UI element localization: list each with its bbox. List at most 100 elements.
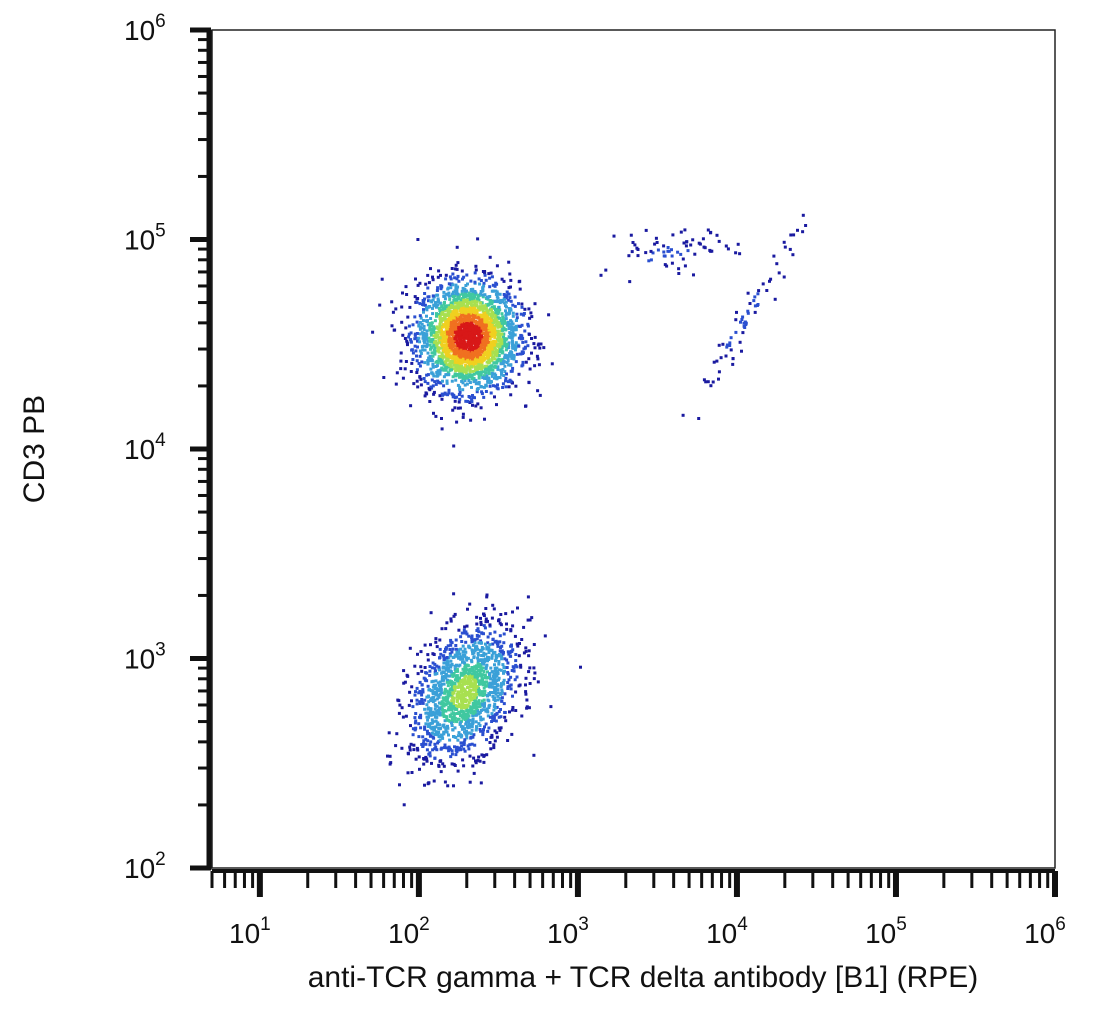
x-tick-base: 10 [865,918,896,949]
event-dot [424,282,428,286]
event-dot [493,630,497,634]
event-dot [449,617,453,621]
event-dot [415,686,419,690]
x-tick-exponent: 3 [578,914,589,935]
event-dot [490,289,494,293]
event-dot [453,372,457,376]
event-dot [509,628,513,632]
event-dot [455,692,459,696]
event-dot [649,249,653,253]
event-dot [649,258,653,262]
event-dot [488,715,492,719]
event-dot [429,643,432,647]
y-tick-exponent: 3 [155,640,166,661]
event-dot [480,360,484,364]
event-dot [481,731,485,735]
event-dot [433,742,437,746]
event-dot [501,357,505,361]
event-dot [482,385,486,389]
event-dot [490,616,494,620]
event-dot [421,690,425,694]
event-dot [478,728,482,731]
event-dot [431,735,435,739]
event-dot [804,224,808,227]
event-dot [433,690,436,694]
event-dot [471,394,474,397]
event-dot [465,334,469,338]
event-dot [457,648,461,652]
event-dot [416,297,420,300]
event-dot [458,332,462,336]
event-dot [511,624,515,628]
event-dot [398,783,401,787]
event-dot [418,364,422,368]
event-dot [448,345,452,349]
event-dot [519,663,523,667]
event-dot [426,305,430,309]
event-dot [470,377,474,381]
event-dot [490,654,494,658]
event-dot [479,329,483,333]
event-dot [423,336,427,340]
event-dot [492,743,496,747]
event-dot [485,676,489,680]
event-dot [679,252,683,256]
event-dot [449,683,453,687]
event-dot [468,297,472,301]
event-dot [423,303,427,307]
event-dot [487,370,491,374]
event-dot [486,670,489,674]
event-dot [522,651,526,655]
event-dot [470,318,474,322]
event-dot [436,275,440,279]
event-dot [731,362,735,366]
event-dot [484,324,488,328]
event-dot [491,334,495,338]
event-dot [505,627,509,631]
event-dot [490,302,494,306]
event-dot [445,746,449,750]
event-dot [448,275,452,279]
event-dot [456,323,460,327]
event-dot [470,725,474,729]
event-dot [470,400,474,404]
event-dot [500,351,504,355]
event-dot [426,684,430,688]
event-dot [443,687,447,691]
event-dot [462,334,466,338]
event-dot [466,350,470,354]
event-dot [461,415,465,419]
event-dot [466,672,470,676]
event-dot [517,344,521,348]
event-dot [425,759,429,763]
event-dot [496,343,500,347]
event-dot [473,314,477,318]
event-dot [460,706,463,710]
event-dot [472,704,475,708]
event-dot [493,300,497,303]
event-dot [432,683,436,687]
event-dot [686,249,690,253]
event-dot [725,343,729,347]
event-dot [434,679,438,683]
event-dot [451,375,455,379]
event-dot [506,687,510,690]
event-dot [402,803,406,807]
event-dot [418,767,421,771]
event-dot [454,350,458,353]
event-dot [480,318,484,322]
event-dot [744,323,748,326]
event-dot [444,360,448,363]
event-dot [499,708,502,711]
event-dot [469,288,473,292]
event-dot [484,390,488,393]
event-dot [475,615,479,619]
event-dot [478,648,482,652]
event-dot [456,712,459,715]
event-dot [431,700,435,704]
event-dot [478,282,482,286]
event-dot [512,345,516,348]
event-dot [443,294,447,298]
event-dot [452,614,456,618]
event-dot [450,688,454,692]
